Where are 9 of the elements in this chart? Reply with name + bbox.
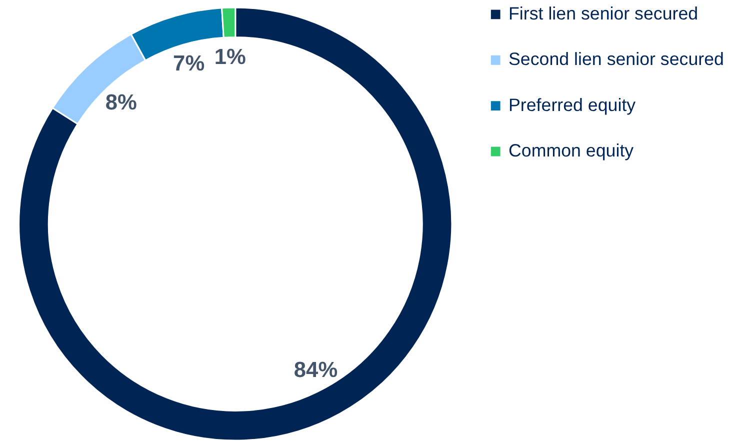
data-label: 8% <box>105 89 137 114</box>
data-label: 7% <box>173 50 205 76</box>
donut-slice <box>18 6 453 441</box>
legend-label: Common equity <box>508 140 634 160</box>
legend-label: Second lien senior secured <box>508 49 724 70</box>
legend-label: Preferred equity <box>508 94 636 115</box>
legend-label: First lien senior secured <box>508 3 698 24</box>
data-label: 84% <box>294 357 338 382</box>
data-label: 1% <box>214 44 246 70</box>
